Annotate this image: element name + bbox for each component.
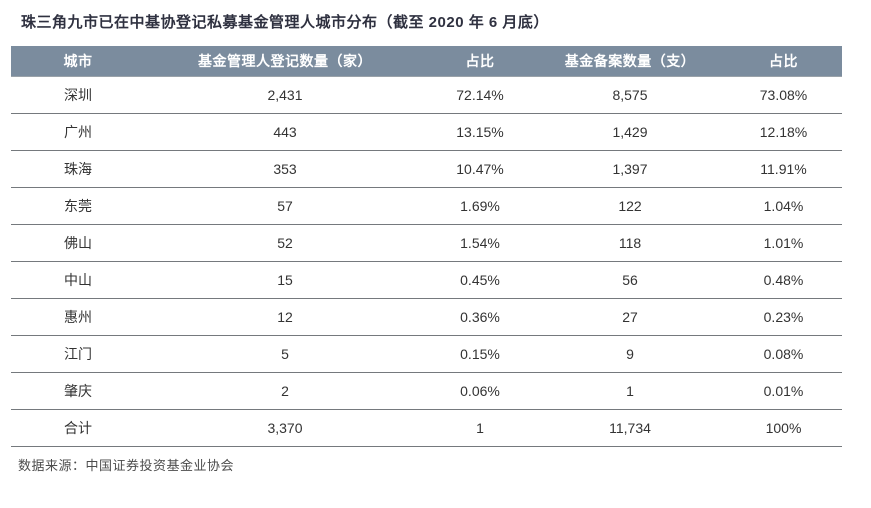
- table-cell: 1,397: [535, 150, 725, 188]
- table-row: 肇庆 2 0.06% 1 0.01%: [11, 372, 842, 410]
- table-cell: 72.14%: [425, 76, 535, 114]
- fund-distribution-table: 城市 基金管理人登记数量（家） 占比 基金备案数量（支） 占比 深圳 2,431 7…: [11, 46, 842, 447]
- table-cell: 佛山: [11, 224, 145, 262]
- table-cell: 珠海: [11, 150, 145, 188]
- table-cell: 1.69%: [425, 187, 535, 225]
- table-cell: 12: [145, 298, 425, 336]
- table-cell: 118: [535, 224, 725, 262]
- table-cell: 中山: [11, 261, 145, 299]
- table-cell: 1.01%: [725, 224, 842, 262]
- table-row: 深圳 2,431 72.14% 8,575 73.08%: [11, 76, 842, 114]
- table-row: 中山 15 0.45% 56 0.48%: [11, 261, 842, 299]
- column-header-manager-share: 占比: [425, 46, 535, 77]
- table-cell: 11.91%: [725, 150, 842, 188]
- table-cell: 12.18%: [725, 113, 842, 151]
- column-header-fund-share: 占比: [725, 46, 842, 77]
- column-header-fund-count: 基金备案数量（支）: [535, 46, 725, 77]
- table-cell: 1: [425, 409, 535, 447]
- table-cell: 10.47%: [425, 150, 535, 188]
- table-cell: 0.15%: [425, 335, 535, 373]
- table-row: 惠州 12 0.36% 27 0.23%: [11, 298, 842, 336]
- table-cell: 9: [535, 335, 725, 373]
- table-body: 深圳 2,431 72.14% 8,575 73.08% 广州 443 13.15% 1,429…: [11, 76, 842, 447]
- table-cell: 0.48%: [725, 261, 842, 299]
- table-cell: 1,429: [535, 113, 725, 151]
- table-cell: 8,575: [535, 76, 725, 114]
- table-cell: 3,370: [145, 409, 425, 447]
- header-row: 城市 基金管理人登记数量（家） 占比 基金备案数量（支） 占比: [11, 46, 842, 77]
- table-cell: 0.23%: [725, 298, 842, 336]
- table-cell: 56: [535, 261, 725, 299]
- table-row: 江门 5 0.15% 9 0.08%: [11, 335, 842, 373]
- table-cell: 2,431: [145, 76, 425, 114]
- table-cell: 1.54%: [425, 224, 535, 262]
- table-cell: 广州: [11, 113, 145, 151]
- table-cell: 57: [145, 187, 425, 225]
- table-cell: 1.04%: [725, 187, 842, 225]
- table-cell: 0.06%: [425, 372, 535, 410]
- table-cell: 1: [535, 372, 725, 410]
- table-cell: 443: [145, 113, 425, 151]
- page-title: 珠三角九市已在中基协登记私募基金管理人城市分布（截至 2020 年 6 月底）: [21, 14, 549, 31]
- data-source-note: 数据来源：中国证券投资基金业协会: [18, 457, 235, 473]
- table-cell: 100%: [725, 409, 842, 447]
- table-cell: 深圳: [11, 76, 145, 114]
- report-page: 珠三角九市已在中基协登记私募基金管理人城市分布（截至 2020 年 6 月底） …: [0, 11, 871, 474]
- table-row: 珠海 353 10.47% 1,397 11.91%: [11, 150, 842, 188]
- table-cell: 肇庆: [11, 372, 145, 410]
- table-cell: 0.08%: [725, 335, 842, 373]
- table-cell: 52: [145, 224, 425, 262]
- table-row: 广州 443 13.15% 1,429 12.18%: [11, 113, 842, 151]
- table-cell: 5: [145, 335, 425, 373]
- table-cell: 15: [145, 261, 425, 299]
- table-cell: 122: [535, 187, 725, 225]
- table-cell: 合计: [11, 409, 145, 447]
- table-cell: 0.45%: [425, 261, 535, 299]
- table-cell: 13.15%: [425, 113, 535, 151]
- column-header-manager-count: 基金管理人登记数量（家）: [145, 46, 425, 77]
- table-cell: 江门: [11, 335, 145, 373]
- table-cell: 27: [535, 298, 725, 336]
- table-row: 佛山 52 1.54% 118 1.01%: [11, 224, 842, 262]
- table-cell: 惠州: [11, 298, 145, 336]
- table-cell: 东莞: [11, 187, 145, 225]
- table-cell: 73.08%: [725, 76, 842, 114]
- table-cell: 0.36%: [425, 298, 535, 336]
- table-header: 城市 基金管理人登记数量（家） 占比 基金备案数量（支） 占比: [11, 46, 842, 77]
- table-cell: 11,734: [535, 409, 725, 447]
- table-row: 东莞 57 1.69% 122 1.04%: [11, 187, 842, 225]
- column-header-city: 城市: [11, 46, 145, 77]
- table-row-total: 合计 3,370 1 11,734 100%: [11, 409, 842, 447]
- table-cell: 353: [145, 150, 425, 188]
- table-cell: 0.01%: [725, 372, 842, 410]
- table-cell: 2: [145, 372, 425, 410]
